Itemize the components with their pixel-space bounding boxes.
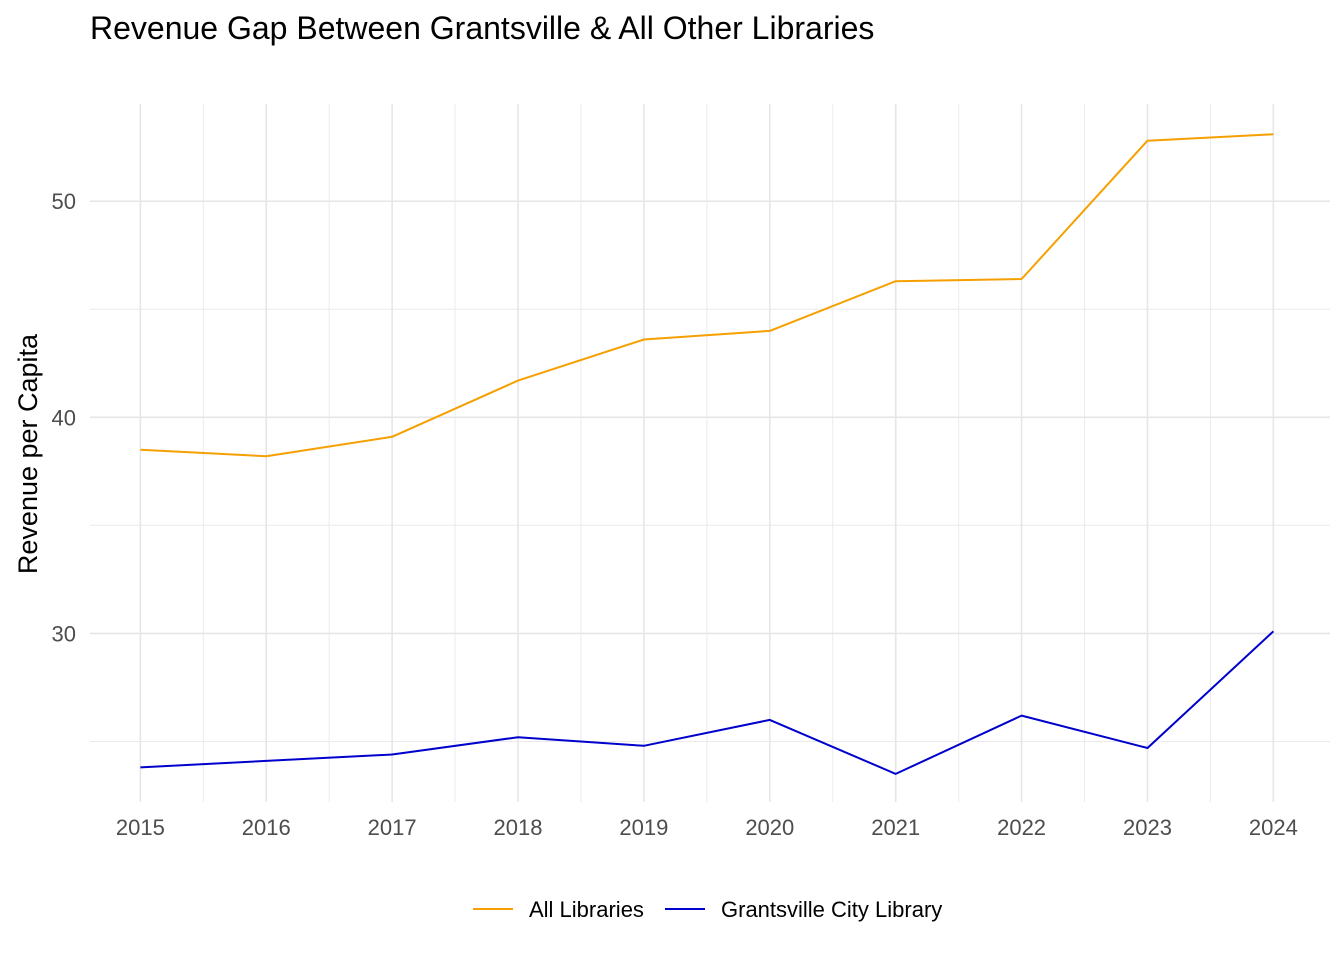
minor-gridlines xyxy=(90,104,1330,802)
legend-item-all-libraries: All Libraries xyxy=(473,897,644,922)
x-tick-label: 2018 xyxy=(494,815,543,840)
y-tick-label: 50 xyxy=(52,189,76,214)
legend: All Libraries Grantsville City Library xyxy=(473,897,942,922)
y-axis-ticks: 30 40 50 xyxy=(52,189,76,646)
x-tick-label: 2015 xyxy=(116,815,165,840)
legend-item-grantsville-city-library: Grantsville City Library xyxy=(665,897,942,922)
x-tick-label: 2020 xyxy=(745,815,794,840)
x-tick-label: 2024 xyxy=(1249,815,1298,840)
x-tick-label: 2016 xyxy=(242,815,291,840)
x-tick-label: 2022 xyxy=(997,815,1046,840)
x-tick-label: 2017 xyxy=(368,815,417,840)
series-line-all-libraries xyxy=(140,133,1274,458)
y-tick-label: 30 xyxy=(52,621,76,646)
x-axis-ticks: 2015 2016 2017 2018 2019 2020 2021 2022 2023 2024 xyxy=(116,815,1298,840)
series-lines xyxy=(140,133,1275,775)
y-tick-label: 40 xyxy=(52,405,76,430)
x-tick-label: 2023 xyxy=(1123,815,1172,840)
chart-title: Revenue Gap Between Grantsville & All Ot… xyxy=(90,10,875,46)
major-gridlines xyxy=(90,104,1330,802)
legend-label: Grantsville City Library xyxy=(721,897,942,922)
x-tick-label: 2019 xyxy=(619,815,668,840)
x-tick-label: 2021 xyxy=(871,815,920,840)
legend-label: All Libraries xyxy=(529,897,644,922)
y-axis-title: Revenue per Capita xyxy=(13,333,43,574)
series-line-grantsville-city-library xyxy=(140,630,1275,775)
